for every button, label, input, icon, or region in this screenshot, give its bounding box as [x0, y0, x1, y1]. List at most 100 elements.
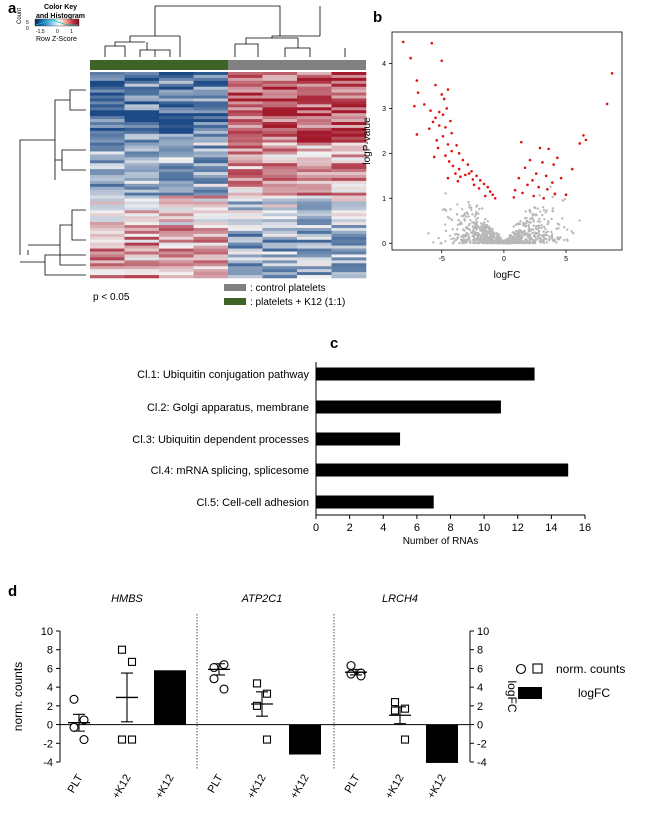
- heatmap-cell: [331, 142, 367, 146]
- heatmap-cell: [331, 136, 367, 140]
- heatmap-cell: [124, 101, 160, 105]
- heatmap-cell: [90, 272, 125, 276]
- heatmap-cell: [90, 192, 125, 196]
- heatmap-cell: [228, 136, 263, 140]
- heatmap-cell: [297, 172, 332, 176]
- volcano-point-grey: [546, 230, 550, 233]
- x-tick-label: PLT: [66, 772, 86, 795]
- volcano-point-grey: [534, 239, 537, 242]
- heatmap-cell: [331, 83, 367, 88]
- heatmap-cell: [228, 92, 263, 96]
- heatmap-cell: [193, 107, 229, 111]
- heatmap-cell: [331, 130, 367, 135]
- significant-points: [401, 40, 614, 200]
- heatmap-cell: [193, 127, 229, 132]
- heatmap-cell: [193, 260, 229, 264]
- volcano-point-grey: [482, 232, 486, 235]
- volcano-point-grey: [563, 198, 567, 201]
- heatmap-cell: [90, 166, 125, 170]
- volcano-point-grey: [463, 229, 466, 232]
- heatmap-cell: [297, 130, 332, 135]
- heatmap-cell: [228, 201, 263, 205]
- x-tick-label: PLT: [343, 772, 363, 795]
- volcano-point-red: [446, 88, 450, 91]
- heatmap-cell: [297, 260, 332, 264]
- volcano-point-grey: [451, 242, 455, 245]
- volcano-point-grey: [446, 216, 450, 219]
- heatmap-cell: [90, 148, 125, 152]
- volcano-point-grey: [531, 228, 535, 231]
- volcano-point-grey: [544, 227, 547, 231]
- heatmap-cell: [159, 104, 194, 108]
- heatmap-cell: [297, 89, 332, 93]
- legend-logfc: logFC: [578, 686, 610, 700]
- volcano-point-grey: [514, 239, 517, 242]
- plt-error-bar: [350, 668, 362, 676]
- heatmap-cell: [297, 192, 332, 196]
- heatmap-cell: [297, 239, 332, 243]
- volcano-point-grey: [512, 240, 515, 243]
- heatmap-cell: [262, 160, 298, 164]
- volcano-point-grey: [528, 241, 532, 245]
- heatmap-cell: [297, 83, 332, 88]
- volcano-point-grey: [459, 221, 463, 224]
- heatmap-cell: [90, 124, 125, 129]
- heatmap-cell: [331, 227, 367, 232]
- heatmap-cell: [124, 72, 160, 76]
- volcano-point-red: [434, 83, 437, 87]
- color-key-subtitle: and Histogram: [36, 13, 85, 20]
- volcano-point-grey: [490, 241, 493, 245]
- volcano-point-grey: [542, 233, 546, 236]
- volcano-point-grey: [470, 208, 473, 211]
- heatmap-cell: [159, 110, 194, 114]
- left-tick-label: -2: [43, 738, 53, 750]
- heatmap-cell: [124, 119, 160, 123]
- heatmap-cell: [124, 151, 160, 155]
- volcano-point-grey: [439, 242, 442, 245]
- volcano-point-red: [467, 172, 471, 175]
- heatmap-cell: [262, 113, 298, 117]
- x-tick-label: 5: [564, 256, 568, 263]
- heatmap-cell: [159, 166, 194, 170]
- logfc-bar-hmbs: [154, 670, 186, 725]
- volcano-point-grey: [550, 233, 554, 236]
- volcano-point-grey: [506, 237, 509, 241]
- volcano-point-grey: [530, 216, 534, 219]
- heatmap-cell: [262, 233, 298, 238]
- heatmap-cell: [331, 151, 367, 155]
- heatmap-cell: [124, 104, 160, 108]
- volcano-point-grey: [538, 194, 541, 197]
- legend-square-icon: [532, 663, 543, 674]
- volcano-point-grey: [466, 227, 469, 230]
- heatmap-cell: [228, 72, 263, 76]
- volcano-point-grey: [477, 232, 480, 236]
- volcano-point-grey: [534, 227, 538, 230]
- heatmap-cell: [331, 95, 367, 99]
- heatmap-cell: [262, 77, 298, 82]
- plt-error-bar: [73, 713, 85, 732]
- heatmap-cell: [159, 204, 194, 208]
- volcano-point-red: [582, 134, 585, 137]
- heatmap-cell: [90, 183, 125, 188]
- left-axis-label: norm. counts: [11, 662, 25, 731]
- heatmap-cell: [159, 151, 194, 155]
- volcano-point-grey: [444, 209, 448, 212]
- x-tick-label: +K12: [110, 773, 133, 802]
- heatmap-cell: [331, 116, 367, 120]
- volcano-point-grey: [557, 226, 560, 230]
- heatmap-cell: [90, 239, 125, 243]
- heatmap-cell: [331, 148, 367, 152]
- volcano-point-red: [519, 140, 523, 144]
- heatmap-cell: [90, 180, 125, 185]
- volcano-point-grey: [514, 223, 517, 226]
- volcano-point-red: [513, 188, 517, 192]
- heatmap-cell: [124, 124, 160, 129]
- heatmap-cell: [331, 86, 367, 90]
- heatmap-cell: [262, 213, 298, 217]
- volcano-point-red: [542, 197, 545, 200]
- k12-error-bar: [394, 706, 406, 725]
- left-tick-label: 4: [47, 682, 53, 694]
- heatmap-cell: [159, 154, 194, 158]
- bar-1: [316, 367, 535, 381]
- volcano-point-grey: [471, 221, 474, 224]
